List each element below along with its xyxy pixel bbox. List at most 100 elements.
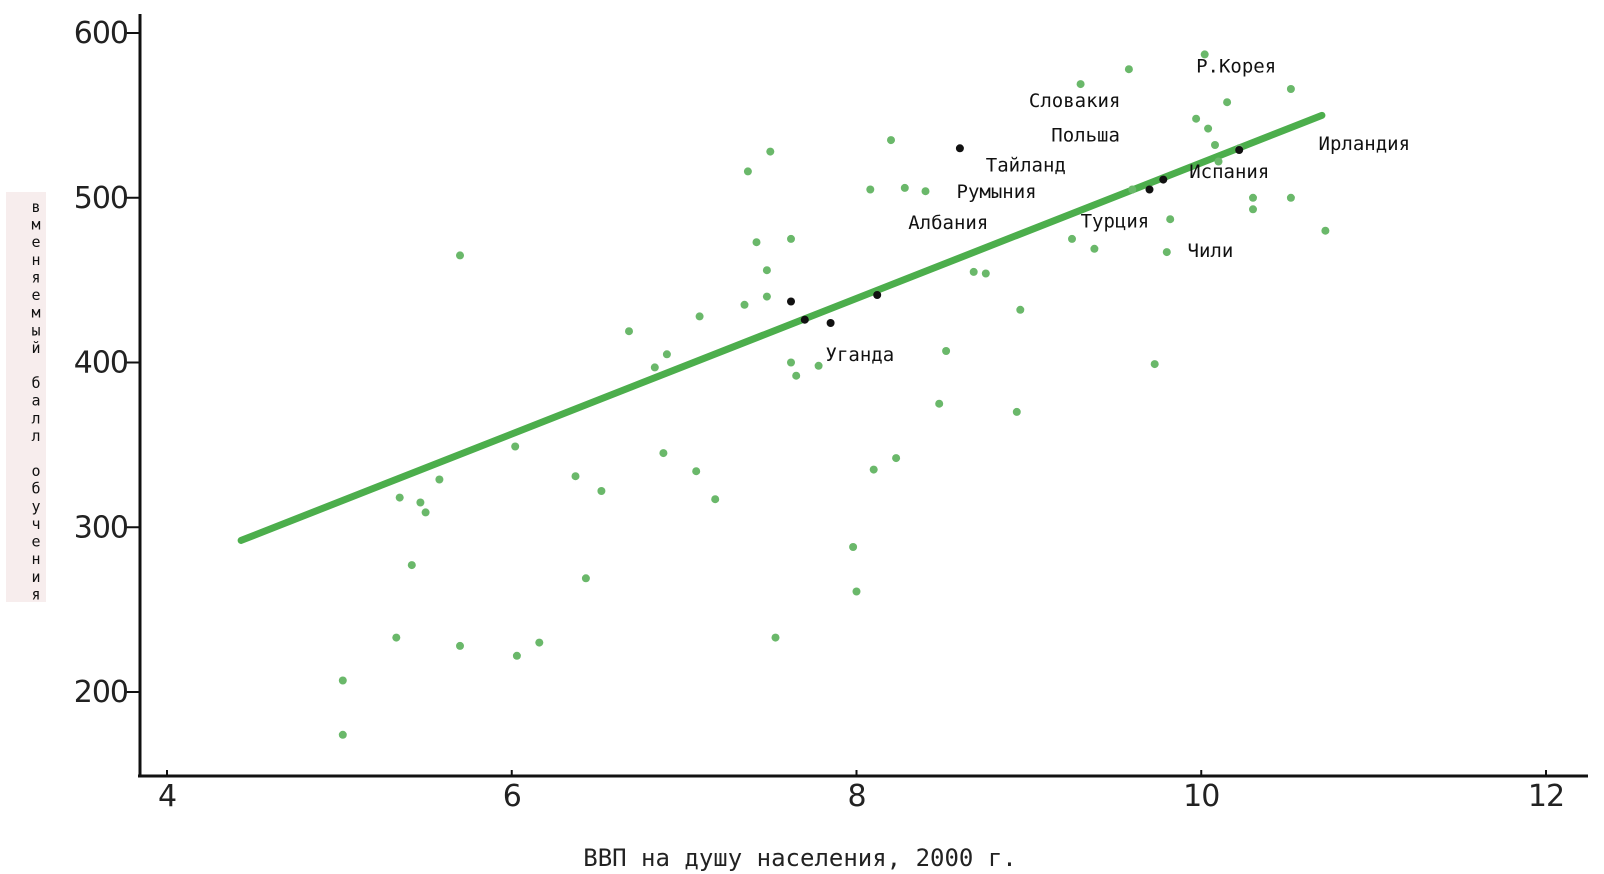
country-label: Р.Корея (1196, 56, 1276, 78)
data-point (1090, 244, 1099, 253)
axes (138, 14, 1588, 778)
country-label: Ирландия (1319, 133, 1411, 155)
data-point (421, 508, 430, 517)
y-axis-label-background (6, 192, 46, 602)
data-point (740, 300, 749, 309)
country-label: Румыния (957, 181, 1037, 203)
data-point (743, 167, 752, 176)
data-point (762, 266, 771, 275)
data-point (338, 676, 347, 685)
data-point (792, 371, 801, 380)
x-axis-title: ВВП на душу населения, 2000 г. (583, 844, 1016, 872)
data-point (814, 361, 823, 370)
data-point (935, 399, 944, 408)
country-annotations: Р.Корея Словакия Польша Ирландия Тайланд Испа… (826, 56, 1411, 366)
data-point (511, 442, 520, 451)
data-point (771, 633, 780, 642)
data-point (866, 185, 875, 194)
x-tick-label: 10 (1183, 779, 1219, 814)
highlighted-data-point (1145, 185, 1154, 194)
data-point (1249, 205, 1257, 214)
data-point (852, 587, 861, 596)
data-point (849, 543, 858, 551)
data-point (1150, 360, 1159, 369)
data-point (1286, 85, 1295, 93)
data-point (392, 633, 401, 642)
trend-line (237, 111, 1326, 544)
data-point (887, 136, 895, 145)
y-tick-label: 400 (74, 346, 128, 381)
data-point (338, 730, 347, 739)
data-point (512, 651, 521, 660)
data-point (1016, 305, 1025, 314)
data-point (456, 251, 464, 260)
highlighted-points (787, 144, 1244, 327)
data-point (571, 472, 580, 481)
highlighted-data-point (1235, 146, 1244, 154)
data-points (338, 50, 1330, 739)
country-label: Тайланд (986, 154, 1066, 176)
data-point (662, 350, 671, 359)
highlighted-data-point (787, 297, 795, 306)
trend-line-group (237, 111, 1326, 544)
data-point (942, 347, 951, 355)
data-point (981, 269, 990, 278)
y-tick-label: 300 (74, 510, 128, 545)
country-label: Уганда (826, 344, 895, 366)
data-point (1249, 193, 1257, 202)
highlighted-data-point (800, 315, 809, 324)
data-point (535, 638, 544, 647)
data-point (1124, 65, 1133, 74)
highlighted-data-point (955, 144, 964, 153)
data-point (581, 574, 590, 583)
data-point (711, 495, 720, 504)
data-point (1012, 407, 1021, 416)
data-point (1223, 98, 1232, 107)
data-point (787, 234, 795, 243)
data-point (1192, 114, 1201, 123)
country-label: Чили (1188, 240, 1234, 262)
x-axis-ticks: 4 6 8 10 12 (158, 770, 1565, 814)
data-point (921, 187, 930, 196)
highlighted-data-point (873, 291, 882, 299)
data-point (1166, 215, 1175, 224)
country-label: Словакия (1029, 90, 1121, 112)
data-point (969, 267, 978, 276)
x-tick-label: 6 (503, 779, 521, 814)
y-tick-label: 200 (74, 675, 128, 710)
data-point (1200, 50, 1209, 59)
x-tick-label: 8 (847, 779, 865, 814)
data-point (1214, 157, 1223, 166)
data-point (1204, 124, 1213, 133)
data-point (869, 465, 878, 474)
data-point (900, 183, 909, 192)
country-label: Польша (1051, 125, 1120, 147)
data-point (787, 358, 795, 367)
y-tick-label: 600 (74, 16, 128, 51)
x-tick-label: 12 (1528, 779, 1564, 814)
data-point (407, 561, 416, 570)
data-point (1076, 80, 1085, 89)
data-point (1162, 248, 1171, 257)
highlighted-data-point (1159, 175, 1168, 184)
data-point (435, 475, 444, 484)
y-tick-label: 500 (74, 181, 128, 216)
data-point (752, 238, 761, 247)
data-point (456, 641, 464, 650)
highlighted-data-point (826, 319, 835, 327)
data-point (597, 487, 606, 495)
data-point (1068, 234, 1076, 243)
country-label: Албания (908, 212, 988, 234)
x-tick-label: 4 (158, 779, 176, 814)
y-axis-ticks: 200 300 400 500 600 (74, 16, 140, 710)
data-point (892, 454, 901, 463)
data-point (695, 312, 704, 321)
country-label: Испания (1189, 161, 1269, 183)
data-point (1286, 193, 1295, 202)
data-point (1211, 141, 1219, 149)
data-point (1321, 226, 1330, 235)
data-point (692, 467, 701, 476)
